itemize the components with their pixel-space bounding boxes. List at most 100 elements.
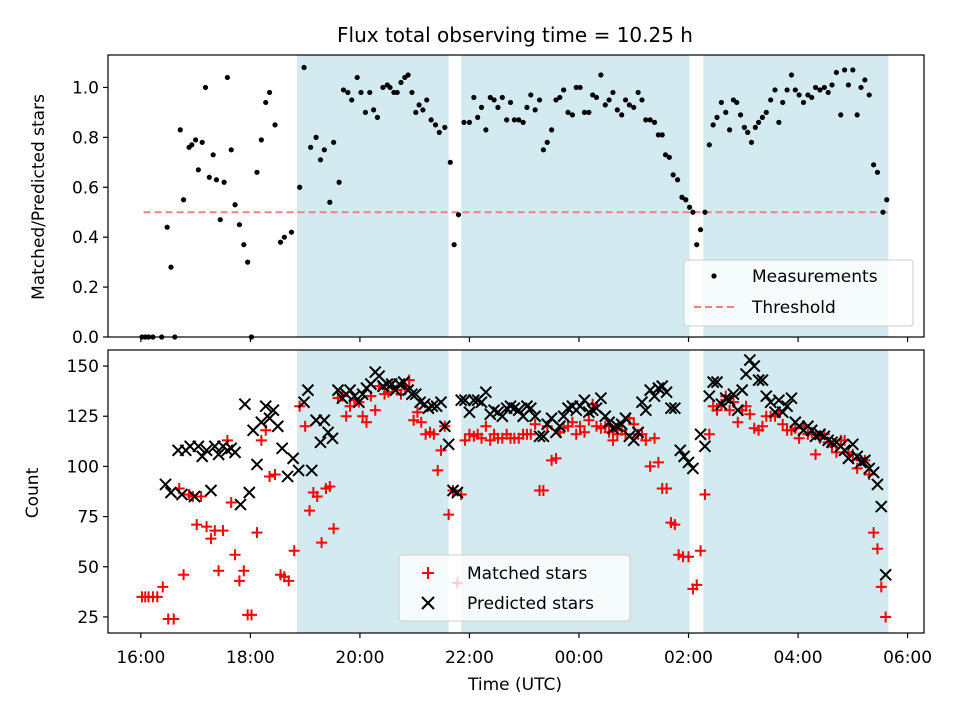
measurement-point (228, 147, 234, 153)
measurement-point (504, 117, 510, 123)
measurement-point (768, 97, 774, 103)
measurement-point (321, 147, 327, 153)
measurement-point (313, 134, 319, 140)
top-panel: 0.0 0.2 0.4 0.6 0.8 1.0 Matched/Predicted sta… (29, 54, 925, 348)
measurement-point (199, 139, 205, 145)
predicted-star-marker (785, 391, 798, 405)
x-tick-label: 16:00 (116, 648, 165, 668)
predicted-star-marker (479, 385, 493, 399)
x-tick-label: 18:00 (226, 648, 275, 668)
measurement-point (590, 92, 596, 98)
predicted-star-marker (458, 393, 472, 407)
measurement-point (593, 94, 600, 101)
predicted-stars-points (159, 353, 892, 582)
legend-label-predicted: Predicted stars (467, 594, 594, 614)
top-axes-frame (107, 54, 925, 338)
measurement-point (812, 84, 819, 91)
predicted-star-marker (434, 395, 448, 409)
measurement-point (809, 94, 815, 101)
matched-star-marker (695, 545, 707, 557)
measurement-point (780, 99, 786, 106)
measurement-point (180, 197, 187, 203)
measurement-point (245, 259, 251, 265)
measurement-point (702, 209, 708, 215)
predicted-star-marker (854, 456, 868, 469)
measurement-point (662, 152, 669, 158)
predicted-star-marker (381, 377, 394, 391)
measurement-point (788, 72, 795, 78)
measurement-point (577, 84, 583, 91)
matched-star-marker (328, 523, 340, 535)
predicted-star-marker (805, 424, 818, 437)
measurement-point (461, 119, 467, 125)
predicted-star-marker (528, 410, 542, 423)
measurement-point (706, 142, 712, 148)
matched-star-marker (566, 416, 578, 428)
predicted-star-marker (212, 448, 225, 461)
measurement-point (626, 102, 632, 108)
predicted-star-marker (549, 426, 563, 439)
legend-label-matched: Matched stars (467, 564, 587, 584)
measurement-point (565, 109, 571, 115)
y-tick-label: 100 (67, 457, 99, 477)
matched-star-marker (245, 609, 257, 621)
measurement-point (516, 117, 522, 123)
predicted-star-marker (159, 478, 172, 491)
matched-star-marker (583, 414, 595, 426)
measurement-point (277, 239, 284, 245)
matched-star-marker (264, 470, 276, 482)
x-tick-label: 06:00 (883, 648, 932, 668)
measurement-point (800, 99, 807, 106)
predicted-star-marker (846, 438, 860, 451)
predicted-star-marker (512, 404, 525, 417)
predicted-star-marker (314, 436, 327, 449)
measurement-point (189, 142, 195, 148)
measurement-point (168, 264, 174, 270)
measurement-point (511, 117, 517, 123)
matched-star-marker (661, 482, 673, 494)
matched-star-marker (443, 509, 455, 521)
x-axis-label: Time (UTC) (467, 675, 562, 695)
predicted-star-marker (267, 404, 280, 417)
legend-marker-predicted (421, 596, 435, 610)
bottom-y-label: Count (23, 467, 43, 518)
matched-star-marker (251, 527, 263, 539)
matched-star-marker (529, 418, 541, 430)
measurement-point (619, 112, 625, 118)
matched-star-marker (777, 418, 789, 430)
predicted-star-marker (537, 430, 550, 443)
measurement-point (301, 64, 307, 71)
matched-star-marker (168, 613, 180, 625)
measurement-point (258, 137, 264, 143)
top-y-label: Matched/Predicted stars (29, 94, 49, 300)
measurement-point (398, 79, 404, 86)
matched-star-marker (699, 489, 711, 501)
measurement-point (297, 184, 303, 190)
matched-star-marker (871, 543, 883, 555)
top-y-axis: 0.0 0.2 0.4 0.6 0.8 1.0 (72, 78, 108, 348)
observing-window-band (461, 55, 690, 337)
measurement-point (374, 114, 381, 120)
measurement-point (602, 102, 608, 108)
measurement-point (206, 174, 212, 180)
predicted-star-marker (238, 397, 252, 411)
measurement-point (631, 104, 637, 111)
measurement-point (833, 69, 839, 76)
matched-star-marker (195, 491, 207, 503)
predicted-star-marker (442, 438, 455, 451)
predicted-star-marker (487, 404, 501, 417)
measurement-point (524, 104, 530, 111)
measurement-point (202, 84, 209, 91)
measurement-point (874, 169, 881, 175)
y-tick-label: 0.6 (72, 178, 99, 198)
measurement-point (734, 99, 740, 106)
chart-title: Flux total observing time = 10.25 h (337, 23, 693, 47)
measurement-point (674, 177, 681, 183)
top-legend-box (683, 259, 914, 327)
predicted-star-marker (204, 484, 218, 497)
matched-star-marker (201, 521, 213, 533)
predicted-star-marker (686, 462, 700, 475)
matched-star-marker (578, 426, 590, 438)
predicted-star-marker (756, 373, 769, 387)
measurement-point (581, 109, 588, 115)
